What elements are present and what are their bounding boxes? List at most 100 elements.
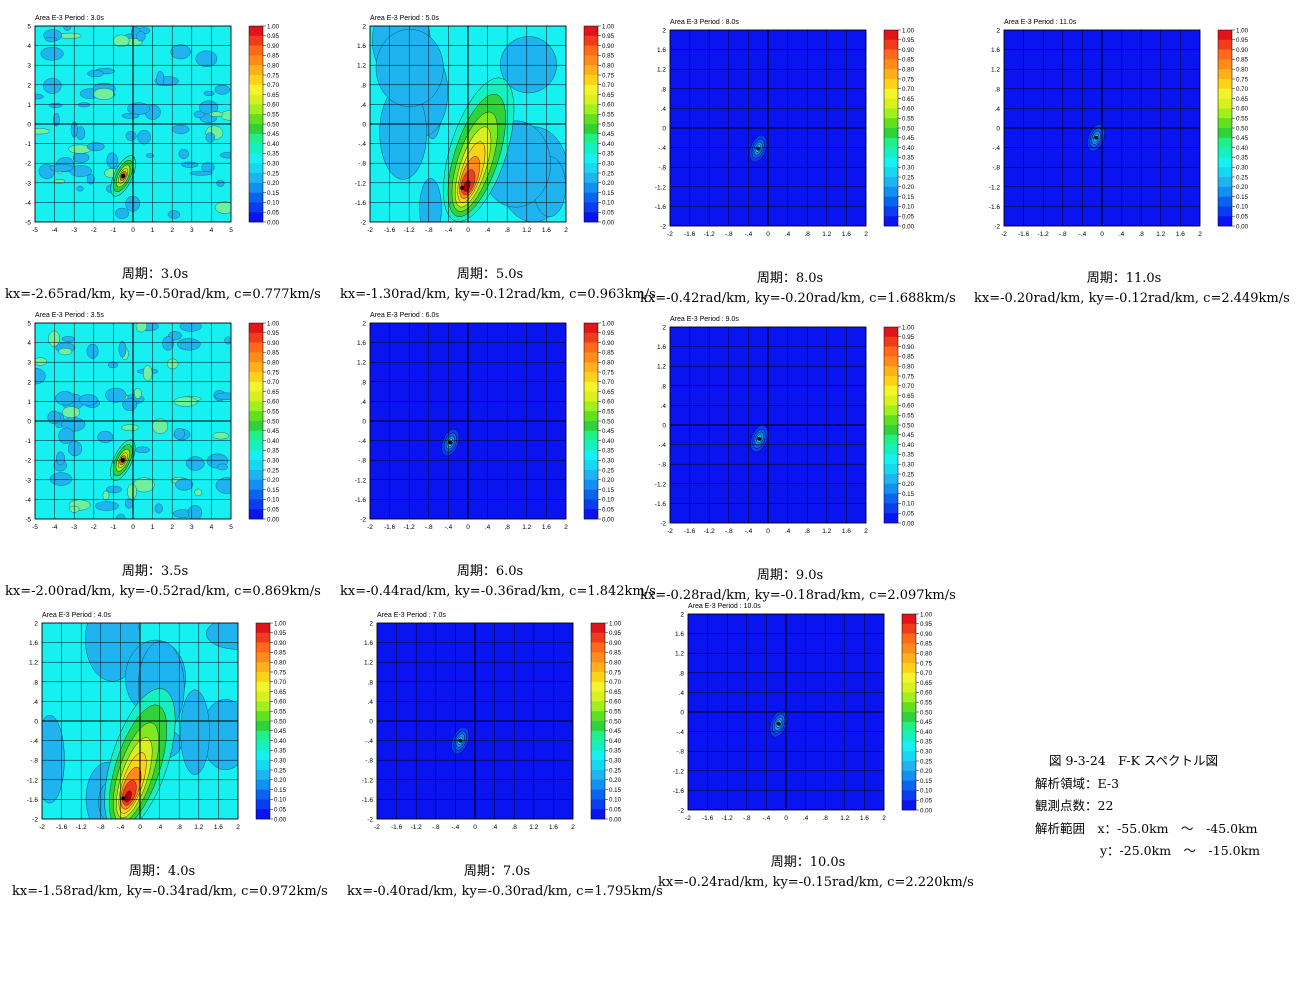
noise-blob <box>145 153 154 158</box>
colorbar-tick-label: 0.70 <box>902 383 915 390</box>
y-tick-label: -2 <box>678 808 684 815</box>
x-tick-label: 2 <box>882 815 886 822</box>
fk-heatmap-svg: Area E-3 Period : 11.0s -2 -1.6 -1.2 -.8 -.4 0… <box>989 19 1249 238</box>
colorbar-segment <box>591 652 605 663</box>
colorbar-segment <box>249 182 263 193</box>
colorbar-segment <box>584 440 598 451</box>
colorbar-tick-label: 0.40 <box>902 442 915 449</box>
colorbar-tick-label: 0.20 <box>602 477 615 484</box>
colorbar-segment <box>884 216 898 227</box>
noise-blob <box>142 365 153 382</box>
colorbar-tick-label: 0.20 <box>267 477 280 484</box>
colorbar-segment <box>884 483 898 494</box>
noise-blob <box>105 387 127 403</box>
noise-blob <box>86 343 99 359</box>
y-tick-label: 3 <box>27 63 31 70</box>
colorbar-tick-label: 0.05 <box>602 210 615 217</box>
colorbar-tick-label: 0.15 <box>902 194 915 201</box>
broad-blob <box>375 28 444 107</box>
colorbar-tick-label: 0.50 <box>267 418 280 425</box>
y-tick-label: 1.2 <box>657 364 666 371</box>
colorbar-segment <box>884 79 898 90</box>
y-tick-label: 5 <box>27 321 31 328</box>
colorbar-segment <box>584 332 598 343</box>
noise-blob <box>55 451 65 466</box>
colorbar-tick-label: 0.25 <box>267 170 280 177</box>
y-tick-label: .8 <box>679 670 685 677</box>
x-tick-label: .8 <box>822 815 828 822</box>
y-tick-label: .4 <box>361 102 367 109</box>
x-tick-label: -1.6 <box>1018 231 1030 238</box>
y-tick-label: 0 <box>369 719 373 726</box>
x-tick-label: -5 <box>32 524 38 531</box>
noise-blob <box>209 111 224 117</box>
y-tick-label: 0 <box>662 126 666 133</box>
y-tick-label: 1.2 <box>675 651 684 658</box>
y-tick-label: 0 <box>680 710 684 717</box>
colorbar-segment <box>902 633 916 644</box>
colorbar-tick-label: 0.65 <box>602 389 615 396</box>
colorbar-segment <box>884 59 898 70</box>
y-tick-label: 2 <box>369 621 373 628</box>
noise-blob <box>224 336 231 345</box>
noise-blob <box>43 77 62 94</box>
y-tick-label: -5 <box>25 220 31 227</box>
colorbar-segment <box>1218 79 1232 90</box>
period-caption: 周期：9.0s <box>756 568 824 583</box>
colorbar-tick-label: 0.90 <box>1236 47 1249 54</box>
colorbar-tick-label: 0.10 <box>1236 204 1249 211</box>
colorbar-tick-label: 0.00 <box>609 816 622 823</box>
x-tick-label: -2 <box>91 524 97 531</box>
colorbar-segment <box>584 75 598 86</box>
x-tick-label: -1.2 <box>722 815 734 822</box>
colorbar-tick-label: 0.75 <box>602 72 615 79</box>
y-tick-label: -1.2 <box>355 477 367 484</box>
y-tick-label: 2 <box>34 621 38 628</box>
period-caption: 周期：10.0s <box>770 855 846 870</box>
broad-blob <box>180 689 210 775</box>
x-tick-label: .4 <box>485 227 491 234</box>
colorbar-tick-label: 0.75 <box>602 369 615 376</box>
colorbar-tick-label: 0.65 <box>1236 96 1249 103</box>
colorbar-tick-label: 0.60 <box>602 102 615 109</box>
x-tick-label: 0 <box>766 528 770 535</box>
colorbar-segment <box>884 346 898 357</box>
x-tick-label: -1.6 <box>702 815 714 822</box>
y-tick-label: -1.2 <box>362 777 374 784</box>
colorbar-segment <box>884 415 898 426</box>
colorbar-tick-label: 0.80 <box>609 660 622 667</box>
colorbar-tick-label: 0.35 <box>1236 155 1249 162</box>
colorbar-tick-label: 0.25 <box>1236 174 1249 181</box>
y-tick-label: 2 <box>362 321 366 328</box>
colorbar-tick-label: 0.85 <box>602 53 615 60</box>
noise-blob <box>113 34 130 47</box>
colorbar-tick-label: 0.45 <box>267 428 280 435</box>
y-tick-label: 2 <box>680 612 684 619</box>
noise-blob <box>154 503 163 514</box>
x-tick-label: 0 <box>1100 231 1104 238</box>
colorbar-tick-label: 0.70 <box>602 82 615 89</box>
colorbar-segment <box>1218 177 1232 188</box>
noise-blob <box>181 161 199 168</box>
colorbar-tick-label: 0.35 <box>267 448 280 455</box>
noise-blob <box>86 173 95 185</box>
colorbar-tick-label: 0.90 <box>267 340 280 347</box>
colorbar-tick-label: 0.10 <box>920 788 933 795</box>
x-tick-label: 5 <box>229 227 233 234</box>
colorbar-tick-label: 0.85 <box>602 350 615 357</box>
colorbar-tick-label: 0.05 <box>1236 214 1249 221</box>
colorbar-tick-label: 0.70 <box>267 82 280 89</box>
colorbar-tick-label: 0.65 <box>902 393 915 400</box>
plot-frame <box>376 622 574 820</box>
colorbar-tick-label: 0.40 <box>902 145 915 152</box>
x-tick-label: -2 <box>374 824 380 831</box>
plot-title: Area E-3 Period : 6.0s <box>370 312 439 319</box>
y-tick-label: 0 <box>662 423 666 430</box>
colorbar-segment <box>249 391 263 402</box>
colorbar-tick-label: 0.30 <box>609 758 622 765</box>
colorbar-tick-label: 0.30 <box>274 758 287 765</box>
colorbar-segment <box>249 440 263 451</box>
colorbar-tick-label: 0.10 <box>274 797 287 804</box>
colorbar-segment <box>884 49 898 60</box>
noise-blob <box>78 394 98 406</box>
